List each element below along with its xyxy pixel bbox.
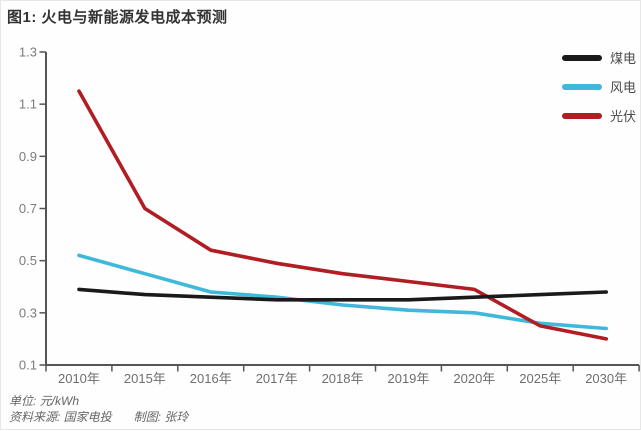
axis-lines bbox=[45, 52, 639, 366]
x-tick-label: 2020年 bbox=[453, 371, 495, 386]
x-tick-label: 2017年 bbox=[256, 371, 298, 386]
legend-item-solar: 光伏 bbox=[562, 101, 636, 130]
legend: 煤电 风电 光伏 bbox=[562, 43, 636, 130]
y-tick-label: 1.1 bbox=[19, 97, 37, 112]
solar-line-swatch bbox=[562, 112, 602, 119]
y-tick-label: 0.9 bbox=[19, 149, 37, 164]
author-note: 制图: 张玲 bbox=[133, 410, 189, 424]
y-tick-label: 0.3 bbox=[19, 305, 37, 320]
solar-series-line bbox=[77, 89, 609, 341]
chart-title: 图1: 火电与新能源发电成本预测 bbox=[7, 9, 228, 26]
y-tick-label: 0.7 bbox=[19, 201, 37, 216]
footer-notes: 单位: 元/kWh 资料来源: 国家电投 制图: 张玲 bbox=[9, 393, 210, 425]
wind-line-swatch bbox=[562, 83, 602, 90]
x-tick-label: 2025年 bbox=[519, 371, 561, 386]
wind-series-line bbox=[77, 253, 609, 331]
legend-item-coal: 煤电 bbox=[562, 43, 636, 72]
credits-row: 资料来源: 国家电投 制图: 张玲 bbox=[9, 409, 210, 425]
x-tick-label: 2015年 bbox=[124, 371, 166, 386]
coal-line-swatch bbox=[562, 54, 602, 61]
x-tick-label: 2019年 bbox=[387, 371, 429, 386]
legend-label-solar: 光伏 bbox=[610, 109, 637, 124]
x-tick-label: 2018年 bbox=[322, 371, 364, 386]
source-note: 资料来源: 国家电投 bbox=[9, 410, 112, 424]
y-tick-label: 0.1 bbox=[19, 358, 37, 373]
y-tick-label: 0.5 bbox=[19, 253, 37, 268]
y-tick-label: 1.3 bbox=[19, 45, 37, 60]
unit-note: 单位: 元/kWh bbox=[9, 394, 80, 408]
coal-series-line bbox=[77, 287, 609, 302]
legend-item-wind: 风电 bbox=[562, 72, 636, 101]
legend-label-coal: 煤电 bbox=[610, 51, 637, 66]
x-tick-label: 2030年 bbox=[585, 371, 627, 386]
x-tick-label: 2016年 bbox=[190, 371, 232, 386]
legend-label-wind: 风电 bbox=[610, 80, 637, 95]
x-tick-label: 2010年 bbox=[58, 371, 100, 386]
